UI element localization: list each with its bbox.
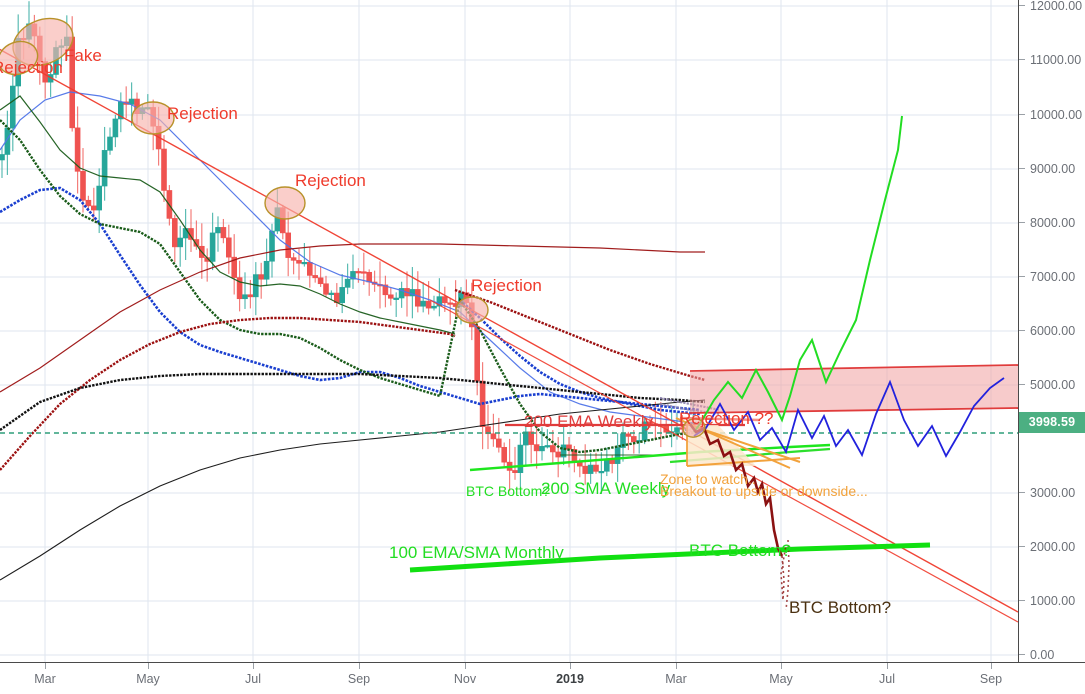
y-axis-tick: 10000.00 — [1019, 107, 1085, 123]
annotation-btc-bottom-1: BTC Bottom? — [466, 483, 551, 499]
x-axis-label: Mar — [34, 672, 56, 686]
x-axis-label: May — [769, 672, 793, 686]
y-axis-tick: 9000.00 — [1019, 161, 1085, 177]
annotation-btc-bottom-2: BTC Bottom? — [689, 541, 792, 560]
y-axis-tick: 6000.00 — [1019, 323, 1085, 339]
x-axis-label: Nov — [453, 672, 477, 686]
x-axis-tick — [359, 663, 360, 669]
annotation-fake-1: Fake — [64, 46, 102, 65]
resistance-zone — [690, 366, 1018, 413]
y-axis-tick: 8000.00 — [1019, 215, 1085, 231]
chart-plot-area[interactable]: RejectionFakeRejectionRejectionRejection… — [0, 0, 1018, 662]
x-axis-tick — [676, 663, 677, 669]
annotation-rejection-4: Rejection — [471, 276, 542, 295]
annotation-rejection-2: Rejection — [167, 104, 238, 123]
rejection-highlight — [682, 418, 706, 438]
annotation-zone-to-watch: Zone to watch.. — [660, 471, 756, 487]
y-axis-tick: 5000.00 — [1019, 377, 1085, 393]
annotation-monthly-ma: 100 EMA/SMA Monthly — [389, 543, 564, 562]
y-axis-tick: 11000.00 — [1019, 52, 1085, 68]
y-axis[interactable]: 12000.00 11000.00 10000.00 9000.00 8000.00 70… — [1018, 0, 1085, 662]
y-axis-tick: 7000.00 — [1019, 269, 1085, 285]
rejection-highlight — [131, 101, 175, 135]
y-axis-tick: 3000.00 — [1019, 485, 1085, 501]
x-axis-tick — [781, 663, 782, 669]
chart-canvas — [0, 0, 1018, 662]
x-axis-label: May — [136, 672, 160, 686]
x-axis-tick — [570, 663, 571, 669]
current-price-badge[interactable]: 3998.59 — [1019, 412, 1085, 433]
x-axis-label: Sep — [347, 672, 371, 686]
watch-zone-fill — [687, 425, 756, 466]
y-axis-tick: 2000.00 — [1019, 539, 1085, 555]
x-axis-tick — [465, 663, 466, 669]
annotation-rejection-3: Rejection — [295, 171, 366, 190]
annotation-btc-bottom-3: BTC Bottom? — [789, 598, 892, 617]
annotation-ema-weekly: 200 EMA Weekly — [524, 412, 654, 431]
x-axis-tick — [991, 663, 992, 669]
annotation-rejection-1: Rejection — [0, 58, 63, 77]
x-axis-label: Sep — [979, 672, 1003, 686]
x-axis-tick — [45, 663, 46, 669]
x-axis-label: Mar — [665, 672, 687, 686]
annotation-rejection-5: Rejection ?? — [679, 409, 774, 428]
y-axis-tick: 0.00 — [1019, 647, 1085, 663]
rejection-highlight — [0, 40, 39, 76]
x-axis-label: Jul — [245, 672, 261, 686]
rejection-highlight — [455, 296, 489, 324]
annotation-sma-weekly: 200 SMA Weekly — [541, 479, 671, 498]
annotation-breakout-note: Breakout to upside or downside... — [660, 483, 868, 499]
y-axis-tick: 12000.00 — [1019, 0, 1085, 14]
x-axis-tick — [148, 663, 149, 669]
y-axis-tick: 1000.00 — [1019, 593, 1085, 609]
x-axis-tick — [253, 663, 254, 669]
rejection-highlight — [264, 186, 306, 220]
x-axis-tick — [887, 663, 888, 669]
x-axis-label: 2019 — [556, 672, 584, 686]
x-axis-label: Jul — [879, 672, 895, 686]
x-axis[interactable]: Mar May Jul Sep Nov 2019 Mar May Jul Sep — [0, 662, 1085, 694]
